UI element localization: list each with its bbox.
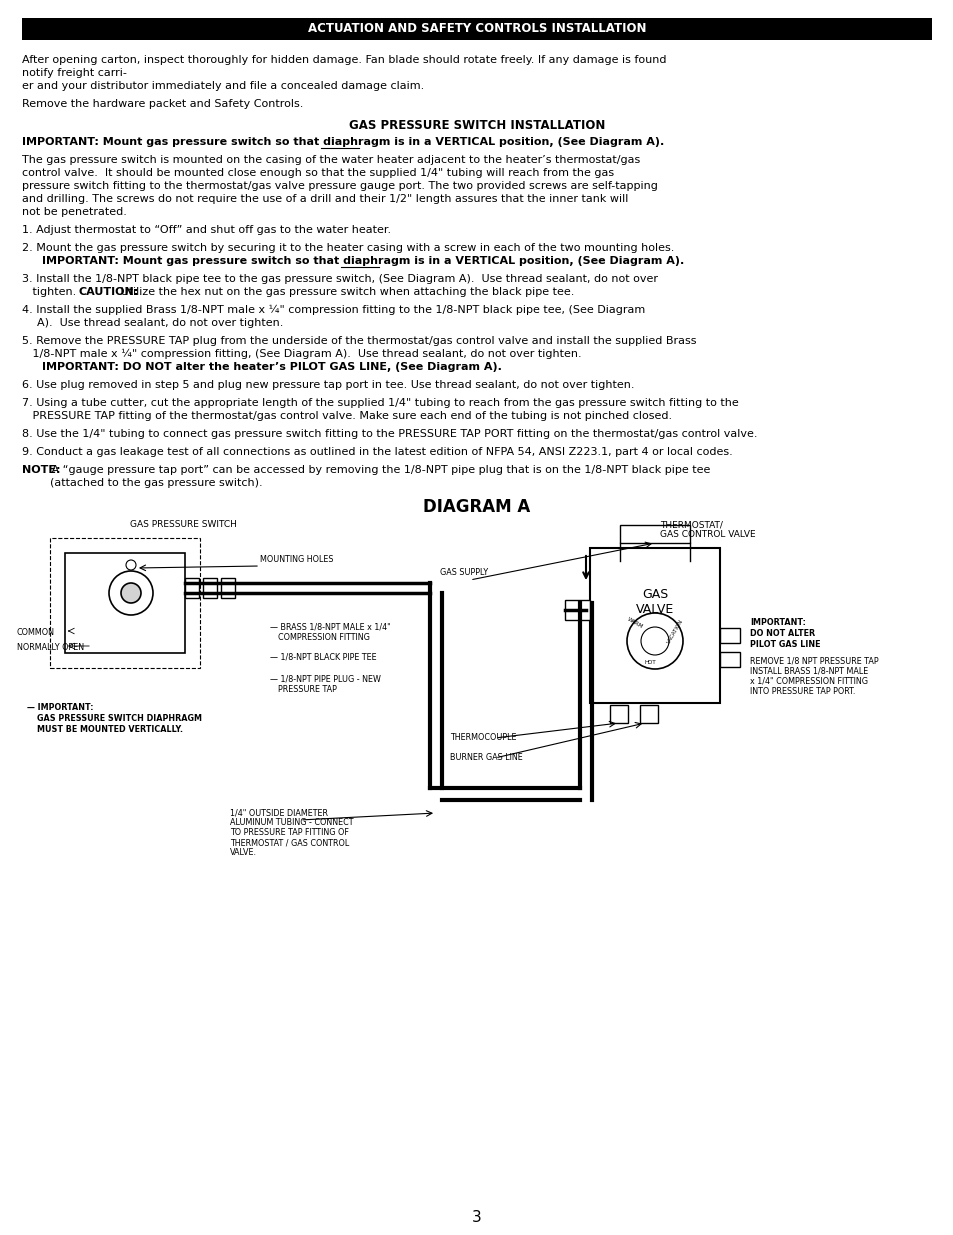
Text: 3. Install the 1/8-NPT black pipe tee to the gas pressure switch, (See Diagram A: 3. Install the 1/8-NPT black pipe tee to… [22, 274, 658, 284]
Text: and drilling. The screws do not require the use of a drill and their 1/2" length: and drilling. The screws do not require … [22, 194, 628, 204]
Text: COMPRESSION FITTING: COMPRESSION FITTING [277, 634, 370, 642]
Text: CAUTION:: CAUTION: [79, 287, 139, 296]
Text: (attached to the gas pressure switch).: (attached to the gas pressure switch). [22, 478, 262, 488]
Text: DO NOT ALTER: DO NOT ALTER [749, 629, 814, 637]
Text: 5. Remove the PRESSURE TAP plug from the underside of the thermostat/gas control: 5. Remove the PRESSURE TAP plug from the… [22, 336, 696, 346]
Text: GAS PRESSURE SWITCH INSTALLATION: GAS PRESSURE SWITCH INSTALLATION [349, 119, 604, 132]
Text: 3: 3 [472, 1210, 481, 1225]
Text: IMPORTANT: Mount gas pressure switch so that diaphragm is in a VERTICAL position: IMPORTANT: Mount gas pressure switch so … [42, 256, 683, 266]
Text: WARM: WARM [625, 616, 643, 630]
Text: BURNER GAS LINE: BURNER GAS LINE [450, 753, 522, 762]
Text: PILOT GAS LINE: PILOT GAS LINE [749, 640, 820, 648]
Bar [720, 629, 740, 643]
Text: ACTUATION AND SAFETY CONTROLS INSTALLATION: ACTUATION AND SAFETY CONTROLS INSTALLATI… [308, 22, 645, 36]
Text: THERMOCOUPLE: THERMOCOUPLE [450, 734, 516, 742]
Text: IMPORTANT: Mount gas pressure switch so that diaphragm is in a VERTICAL position: IMPORTANT: Mount gas pressure switch so … [22, 137, 663, 147]
Text: After opening carton, inspect thoroughly for hidden damage. Fan blade should rot: After opening carton, inspect thoroughly… [22, 56, 666, 65]
Text: notify freight carri-: notify freight carri- [22, 68, 127, 78]
Bar [203, 578, 216, 598]
Text: NOTE:: NOTE: [22, 466, 60, 475]
Text: IMPORTANT: DO NOT alter the heater’s PILOT GAS LINE, (See Diagram A).: IMPORTANT: DO NOT alter the heater’s PIL… [42, 362, 501, 372]
Bar [65, 553, 185, 653]
Circle shape [121, 583, 141, 603]
Text: A).  Use thread sealant, do not over tighten.: A). Use thread sealant, do not over tigh… [37, 317, 283, 329]
Text: THERMOSTAT/: THERMOSTAT/ [659, 520, 722, 529]
Bar [221, 578, 234, 598]
Bar [720, 652, 740, 667]
Text: THERMOSTAT / GAS CONTROL: THERMOSTAT / GAS CONTROL [230, 839, 349, 847]
Text: GAS CONTROL VALVE: GAS CONTROL VALVE [659, 530, 755, 538]
Text: PRESSURE TAP fitting of the thermostat/gas control valve. Make sure each end of : PRESSURE TAP fitting of the thermostat/g… [22, 411, 672, 421]
Text: GAS PRESSURE SWITCH: GAS PRESSURE SWITCH [130, 520, 236, 529]
Text: MOUNTING HOLES: MOUNTING HOLES [260, 555, 334, 564]
Bar [564, 600, 589, 620]
Text: TO PRESSURE TAP FITTING OF: TO PRESSURE TAP FITTING OF [230, 827, 349, 837]
Text: 1/8-NPT male x ¼" compression fitting, (See Diagram A).  Use thread sealant, do : 1/8-NPT male x ¼" compression fitting, (… [22, 350, 581, 359]
Text: COMMON: COMMON [17, 629, 55, 637]
Text: ALUMINUM TUBING - CONNECT: ALUMINUM TUBING - CONNECT [230, 818, 354, 827]
Text: control valve.  It should be mounted close enough so that the supplied 1/4" tubi: control valve. It should be mounted clos… [22, 168, 614, 178]
Text: The gas pressure switch is mounted on the casing of the water heater adjacent to: The gas pressure switch is mounted on th… [22, 156, 639, 165]
Text: NORMALLY OPEN: NORMALLY OPEN [17, 643, 84, 652]
Bar [619, 525, 689, 543]
Text: 4. Install the supplied Brass 1/8-NPT male x ¼" compression fitting to the 1/8-N: 4. Install the supplied Brass 1/8-NPT ma… [22, 305, 644, 315]
Text: 9. Conduct a gas leakage test of all connections as outlined in the latest editi: 9. Conduct a gas leakage test of all con… [22, 447, 732, 457]
Text: — 1/8-NPT PIPE PLUG - NEW: — 1/8-NPT PIPE PLUG - NEW [270, 676, 380, 684]
Text: HOT: HOT [643, 661, 655, 666]
Text: PRESSURE TAP: PRESSURE TAP [277, 685, 336, 694]
Text: Utilize the hex nut on the gas pressure switch when attaching the black pipe tee: Utilize the hex nut on the gas pressure … [117, 287, 574, 296]
Text: 8. Use the 1/4" tubing to connect gas pressure switch fitting to the PRESSURE TA: 8. Use the 1/4" tubing to connect gas pr… [22, 429, 757, 438]
Bar [50, 538, 200, 668]
Text: pressure switch fitting to the thermostat/gas valve pressure gauge port. The two: pressure switch fitting to the thermosta… [22, 182, 658, 191]
Text: GAS SUPPLY: GAS SUPPLY [439, 568, 488, 577]
Bar [589, 548, 720, 703]
Text: er and your distributor immediately and file a concealed damage claim.: er and your distributor immediately and … [22, 82, 424, 91]
Text: GAS PRESSURE SWITCH DIAPHRAGM: GAS PRESSURE SWITCH DIAPHRAGM [37, 714, 202, 722]
Text: A “gauge pressure tap port” can be accessed by removing the 1/8-NPT pipe plug th: A “gauge pressure tap port” can be acces… [48, 466, 709, 475]
Text: VALVE.: VALVE. [230, 848, 256, 857]
Bar [609, 705, 627, 722]
Text: tighten.: tighten. [22, 287, 80, 296]
Circle shape [626, 613, 682, 669]
Text: INTO PRESSURE TAP PORT.: INTO PRESSURE TAP PORT. [749, 687, 855, 695]
Text: Remove the hardware packet and Safety Controls.: Remove the hardware packet and Safety Co… [22, 99, 303, 109]
Text: 6. Use plug removed in step 5 and plug new pressure tap port in tee. Use thread : 6. Use plug removed in step 5 and plug n… [22, 380, 634, 390]
Text: x 1/4" COMPRESSION FITTING: x 1/4" COMPRESSION FITTING [749, 677, 867, 685]
Bar [639, 705, 658, 722]
Text: 7. Using a tube cutter, cut the appropriate length of the supplied 1/4" tubing t: 7. Using a tube cutter, cut the appropri… [22, 398, 738, 408]
Circle shape [109, 571, 152, 615]
Circle shape [640, 627, 668, 655]
Text: 2. Mount the gas pressure switch by securing it to the heater casing with a scre: 2. Mount the gas pressure switch by secu… [22, 243, 674, 253]
Text: IMPORTANT:: IMPORTANT: [749, 618, 805, 626]
Text: — 1/8-NPT BLACK PIPE TEE: — 1/8-NPT BLACK PIPE TEE [270, 653, 376, 662]
Text: not be penetrated.: not be penetrated. [22, 207, 127, 217]
Text: VACATION: VACATION [665, 618, 683, 645]
Text: 1. Adjust thermostat to “Off” and shut off gas to the water heater.: 1. Adjust thermostat to “Off” and shut o… [22, 225, 391, 235]
Text: INSTALL BRASS 1/8-NPT MALE: INSTALL BRASS 1/8-NPT MALE [749, 667, 867, 676]
Text: — IMPORTANT:: — IMPORTANT: [27, 703, 93, 713]
Text: — BRASS 1/8-NPT MALE x 1/4": — BRASS 1/8-NPT MALE x 1/4" [270, 622, 391, 632]
Bar [22, 19, 931, 40]
Circle shape [126, 559, 136, 571]
Text: REMOVE 1/8 NPT PRESSURE TAP: REMOVE 1/8 NPT PRESSURE TAP [749, 657, 878, 666]
Text: DIAGRAM A: DIAGRAM A [423, 498, 530, 516]
Text: MUST BE MOUNTED VERTICALLY.: MUST BE MOUNTED VERTICALLY. [37, 725, 183, 734]
Bar [185, 578, 199, 598]
Text: GAS
VALVE: GAS VALVE [636, 588, 674, 616]
Text: 1/4" OUTSIDE DIAMETER: 1/4" OUTSIDE DIAMETER [230, 808, 328, 818]
